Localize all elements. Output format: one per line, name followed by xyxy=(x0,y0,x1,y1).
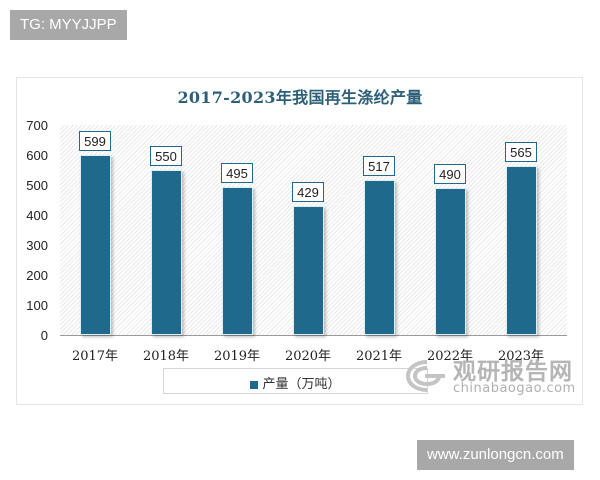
bar xyxy=(150,170,182,335)
x-tick: 2018年 xyxy=(142,349,190,364)
x-tick: 2022年 xyxy=(426,349,474,364)
x-tick: 2017年 xyxy=(71,349,119,364)
y-tick: 200 xyxy=(26,268,48,283)
bar xyxy=(505,165,537,335)
data-label: 495 xyxy=(221,162,253,183)
legend-label: 产量（万吨） xyxy=(262,377,341,392)
bar xyxy=(434,188,466,335)
y-tick: 300 xyxy=(26,238,48,253)
bar xyxy=(363,179,395,335)
bar xyxy=(292,206,324,335)
data-label: 565 xyxy=(505,141,537,162)
bar xyxy=(79,155,111,335)
y-tick: 500 xyxy=(26,178,48,193)
chart-title: 2017-2023年我国再生涤纶产量 xyxy=(177,88,423,107)
data-label: 517 xyxy=(363,155,395,176)
chinabaogao-watermark: 观研报告网 chinabaogao.com xyxy=(405,352,575,402)
y-tick: 100 xyxy=(26,298,48,313)
bar xyxy=(221,186,253,335)
y-tick: 400 xyxy=(26,208,48,223)
data-label: 550 xyxy=(150,146,182,166)
watermark-tag-bottom-right: www.zunlongcn.com xyxy=(417,440,574,470)
chinabaogao-logo-icon xyxy=(405,360,445,392)
legend-swatch-icon xyxy=(250,380,259,389)
watermark-cn-text: 观研报告网 xyxy=(453,359,573,385)
x-axis-line xyxy=(60,335,567,336)
y-tick: 700 xyxy=(26,118,48,133)
x-tick: 2020年 xyxy=(284,349,332,364)
watermark-tag-top-left: TG: MYYJJPP xyxy=(10,10,127,40)
watermark-en-text: chinabaogao.com xyxy=(453,381,576,396)
x-tick: 2023年 xyxy=(497,349,545,364)
data-label: 429 xyxy=(292,182,324,203)
chart-legend: 产量（万吨） xyxy=(163,368,428,394)
data-label: 490 xyxy=(434,164,466,184)
data-label: 599 xyxy=(79,131,111,152)
x-tick: 2021年 xyxy=(355,349,403,364)
y-tick: 0 xyxy=(40,328,48,343)
y-tick: 600 xyxy=(26,148,48,163)
x-tick: 2019年 xyxy=(213,349,261,364)
